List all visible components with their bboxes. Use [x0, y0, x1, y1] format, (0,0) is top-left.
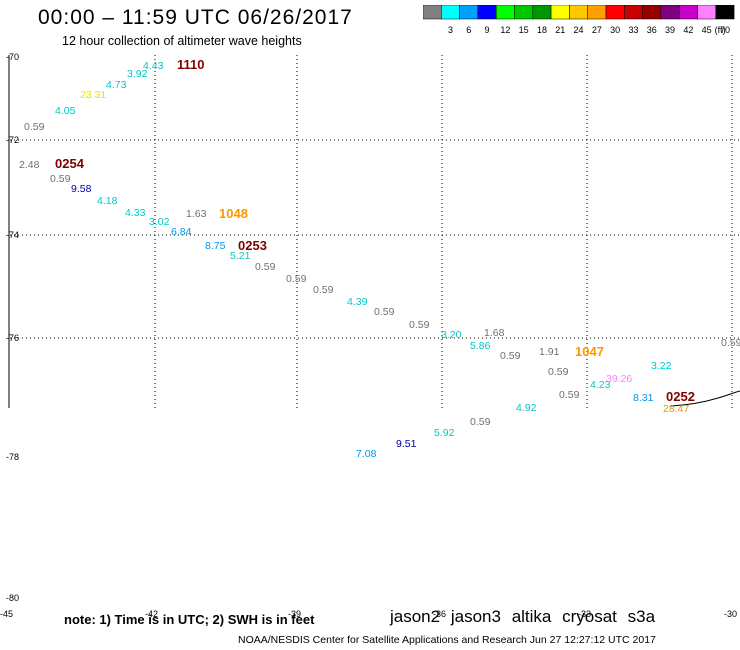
- wave-height-reading: 7.08: [356, 448, 377, 460]
- wave-height-reading: 5.92: [434, 427, 455, 439]
- wave-height-reading: 0.59: [548, 366, 569, 378]
- lon-label: -30: [724, 609, 737, 619]
- credit-line: NOAA/NESDIS Center for Satellite Applica…: [238, 634, 656, 646]
- wave-height-reading: 0.59: [24, 121, 45, 133]
- color-scale-label: 33: [628, 25, 638, 35]
- wave-height-reading: 0.59: [500, 350, 521, 362]
- lon-label: -39: [288, 609, 301, 619]
- pass-time-tag: 1048: [219, 206, 248, 221]
- lat-label: -70: [6, 52, 19, 62]
- lat-label: -76: [6, 333, 19, 343]
- wave-height-reading: 4.73: [106, 79, 127, 91]
- wave-height-reading: 4.33: [125, 207, 146, 219]
- lon-label: -36: [433, 609, 446, 619]
- wave-height-reading: 4.05: [55, 105, 76, 117]
- wave-height-reading: 3.02: [149, 216, 170, 228]
- wave-height-reading: 1.63: [186, 208, 207, 220]
- color-scale-label: 42: [683, 25, 693, 35]
- wave-height-reading: 3.22: [651, 360, 672, 372]
- pass-time-tag: 1047: [575, 344, 604, 359]
- wave-height-reading: 6.84: [171, 226, 192, 238]
- wave-height-reading: 23.31: [80, 89, 106, 101]
- pass-time-tag: 0252: [666, 389, 695, 404]
- wave-height-reading: 0.59: [50, 173, 71, 185]
- legend-jason2: jason2: [390, 607, 441, 626]
- wave-height-reading: 2.48: [19, 159, 40, 171]
- wave-height-reading: 0.59: [255, 261, 276, 273]
- color-scale-label: 3: [448, 25, 453, 35]
- color-scale-unit: (ft): [715, 25, 726, 35]
- color-scale-label: 18: [537, 25, 547, 35]
- wave-height-reading: 5.21: [230, 250, 251, 262]
- wave-height-reading: 3.20: [441, 329, 462, 341]
- wave-height-reading: 8.31: [633, 392, 654, 404]
- color-scale-label: 24: [574, 25, 584, 35]
- color-scale-label: 15: [519, 25, 529, 35]
- pass-time-tag: 0253: [238, 238, 267, 253]
- longitude-labels: -45 -42 -39 -36 -33 -30: [0, 609, 737, 619]
- wave-height-reading: 0.59: [286, 273, 307, 285]
- wave-height-reading: 9.58: [71, 183, 92, 195]
- wave-height-reading: 5.86: [470, 340, 491, 352]
- color-scale-label: 45: [702, 25, 712, 35]
- color-scale-label: 36: [647, 25, 657, 35]
- wave-height-reading: 8.75: [205, 240, 226, 252]
- color-scale-label: 21: [555, 25, 565, 35]
- wave-height-reading: 4.43: [143, 60, 164, 72]
- color-scale-label: 70: [720, 25, 730, 35]
- wave-height-reading: 0.59: [374, 306, 395, 318]
- wave-height-reading: 9.51: [396, 438, 417, 450]
- chart-subtitle: 12 hour collection of altimeter wave hei…: [62, 34, 302, 48]
- wave-height-reading: 0.59: [559, 389, 580, 401]
- lon-label: -45: [0, 609, 13, 619]
- wave-height-reading: 0.59: [470, 416, 491, 428]
- color-scale-label: 30: [610, 25, 620, 35]
- lat-label: -78: [6, 452, 19, 462]
- coastline: [669, 390, 740, 407]
- color-scale-label: 12: [500, 25, 510, 35]
- wave-height-readings: 4.43 3.92 4.73 23.31 4.05 0.59 2.48 0.59…: [19, 60, 740, 460]
- lat-label: -80: [6, 593, 19, 603]
- wave-height-reading: 4.18: [97, 195, 118, 207]
- satellite-legend: jason2 jason3 altika cryosat s3a: [390, 607, 661, 627]
- color-scale-label: 6: [466, 25, 471, 35]
- color-scale-label: 9: [485, 25, 490, 35]
- legend-jason3: jason3: [450, 607, 501, 626]
- pass-time-tags: 1110 0254 1048 0253 1047 0252: [55, 57, 695, 404]
- footnote: note: 1) Time is in UTC; 2) SWH is in fe…: [64, 612, 315, 627]
- wave-height-reading: 1.68: [484, 327, 505, 339]
- wave-height-color-scale: 3 6 9 12 15 18 21 24 27 30 33 36 39 42 45 70(ft): [423, 5, 735, 35]
- wave-height-reading: 0.59: [409, 319, 430, 331]
- wave-height-reading: 4.23: [590, 379, 611, 391]
- lat-label: -74: [6, 230, 19, 240]
- chart-title: 00:00 – 11:59 UTC 06/26/2017: [38, 6, 353, 29]
- wave-height-reading: 28.47: [663, 403, 689, 415]
- pass-time-tag: 0254: [55, 156, 85, 171]
- map-grid: [8, 55, 740, 408]
- wave-height-reading: 3.92: [127, 68, 148, 80]
- latitude-labels: -70 -72 -74 -76 -78 -80: [6, 52, 19, 603]
- wave-height-reading: 0.59: [313, 284, 334, 296]
- legend-altika: altika: [511, 607, 552, 626]
- legend-s3a: s3a: [627, 607, 656, 626]
- lon-label: -33: [578, 609, 591, 619]
- wave-height-reading: 0.59: [721, 337, 740, 349]
- pass-time-tag: 1110: [177, 57, 205, 72]
- color-scale-label: 27: [592, 25, 602, 35]
- color-scale-swatch: [715, 5, 735, 20]
- wave-height-reading: 4.92: [516, 402, 537, 414]
- lat-label: -72: [6, 135, 19, 145]
- legend-cryosat: cryosat: [562, 607, 617, 626]
- wave-height-reading: 39.26: [606, 373, 632, 385]
- wave-height-reading: 1.91: [539, 346, 560, 358]
- color-scale-label: 39: [665, 25, 675, 35]
- wave-height-reading: 4.39: [347, 296, 368, 308]
- lon-label: -42: [145, 609, 158, 619]
